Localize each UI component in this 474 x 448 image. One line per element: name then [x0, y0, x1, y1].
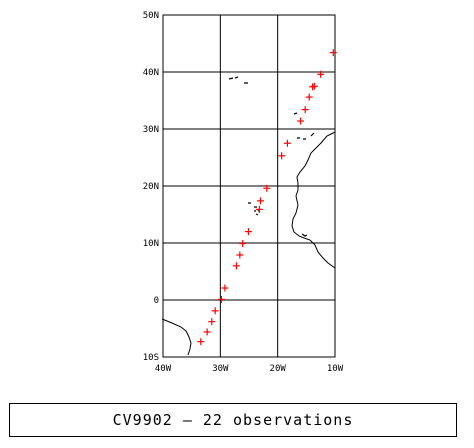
- map-frame: [162, 14, 336, 358]
- observation-marker-19: [211, 307, 219, 315]
- y-tick-label-2: 30N: [143, 125, 159, 135]
- caption-box: CV9902 — 22 observations: [9, 403, 457, 437]
- observation-marker-6: [301, 106, 309, 114]
- observation-marker-16: [232, 262, 240, 270]
- south-america-coastline: [161, 318, 192, 356]
- x-tick-label-2: 20W: [270, 364, 287, 374]
- x-tick-label-3: 10W: [327, 364, 344, 374]
- observation-marker-20: [208, 318, 216, 326]
- map-border: [162, 14, 336, 358]
- observation-marker-15: [236, 251, 244, 259]
- caption-text: CV9902 — 22 observations: [112, 411, 354, 429]
- observation-marker-9: [278, 152, 286, 160]
- y-tick-label-4: 10N: [143, 239, 159, 249]
- observation-marker-8: [283, 139, 291, 147]
- observation-marker-18: [217, 295, 225, 303]
- observation-marker-22: [197, 338, 205, 346]
- observation-marker-2: [317, 70, 325, 78]
- graticule: [162, 14, 336, 358]
- map-plot: 40W 30W 20W 10W 50N 40N 30N 20N 10N 0 10S: [143, 11, 344, 374]
- bissagos-islands: [301, 233, 308, 237]
- madeira-canary-islands: [293, 112, 315, 140]
- azores-islands: [228, 76, 248, 84]
- longitude-tick-labels: 40W 30W 20W 10W: [155, 364, 344, 374]
- coastlines: [161, 76, 336, 356]
- observation-points: [197, 49, 337, 346]
- y-tick-label-1: 40N: [143, 68, 159, 78]
- y-tick-label-3: 20N: [143, 182, 159, 192]
- x-tick-label-1: 30W: [212, 364, 229, 374]
- x-tick-label-0: 40W: [155, 364, 172, 374]
- y-tick-label-0: 50N: [143, 11, 159, 21]
- y-tick-label-5: 0: [154, 296, 159, 306]
- observation-marker-12: [255, 205, 263, 213]
- observation-marker-10: [263, 184, 271, 192]
- observation-marker-11: [256, 197, 264, 205]
- observation-marker-4: [309, 83, 317, 91]
- observation-marker-7: [297, 117, 305, 125]
- observation-marker-1: [329, 49, 337, 57]
- y-tick-label-6: 10S: [143, 353, 159, 363]
- africa-coastline: [291, 131, 336, 269]
- observation-marker-5: [305, 93, 313, 101]
- latitude-tick-labels: 50N 40N 30N 20N 10N 0 10S: [143, 11, 159, 363]
- observation-marker-14: [239, 240, 247, 248]
- observation-marker-17: [221, 284, 229, 292]
- cape-verde-islands: [248, 202, 261, 216]
- observation-marker-13: [244, 228, 252, 236]
- observation-marker-21: [203, 328, 211, 336]
